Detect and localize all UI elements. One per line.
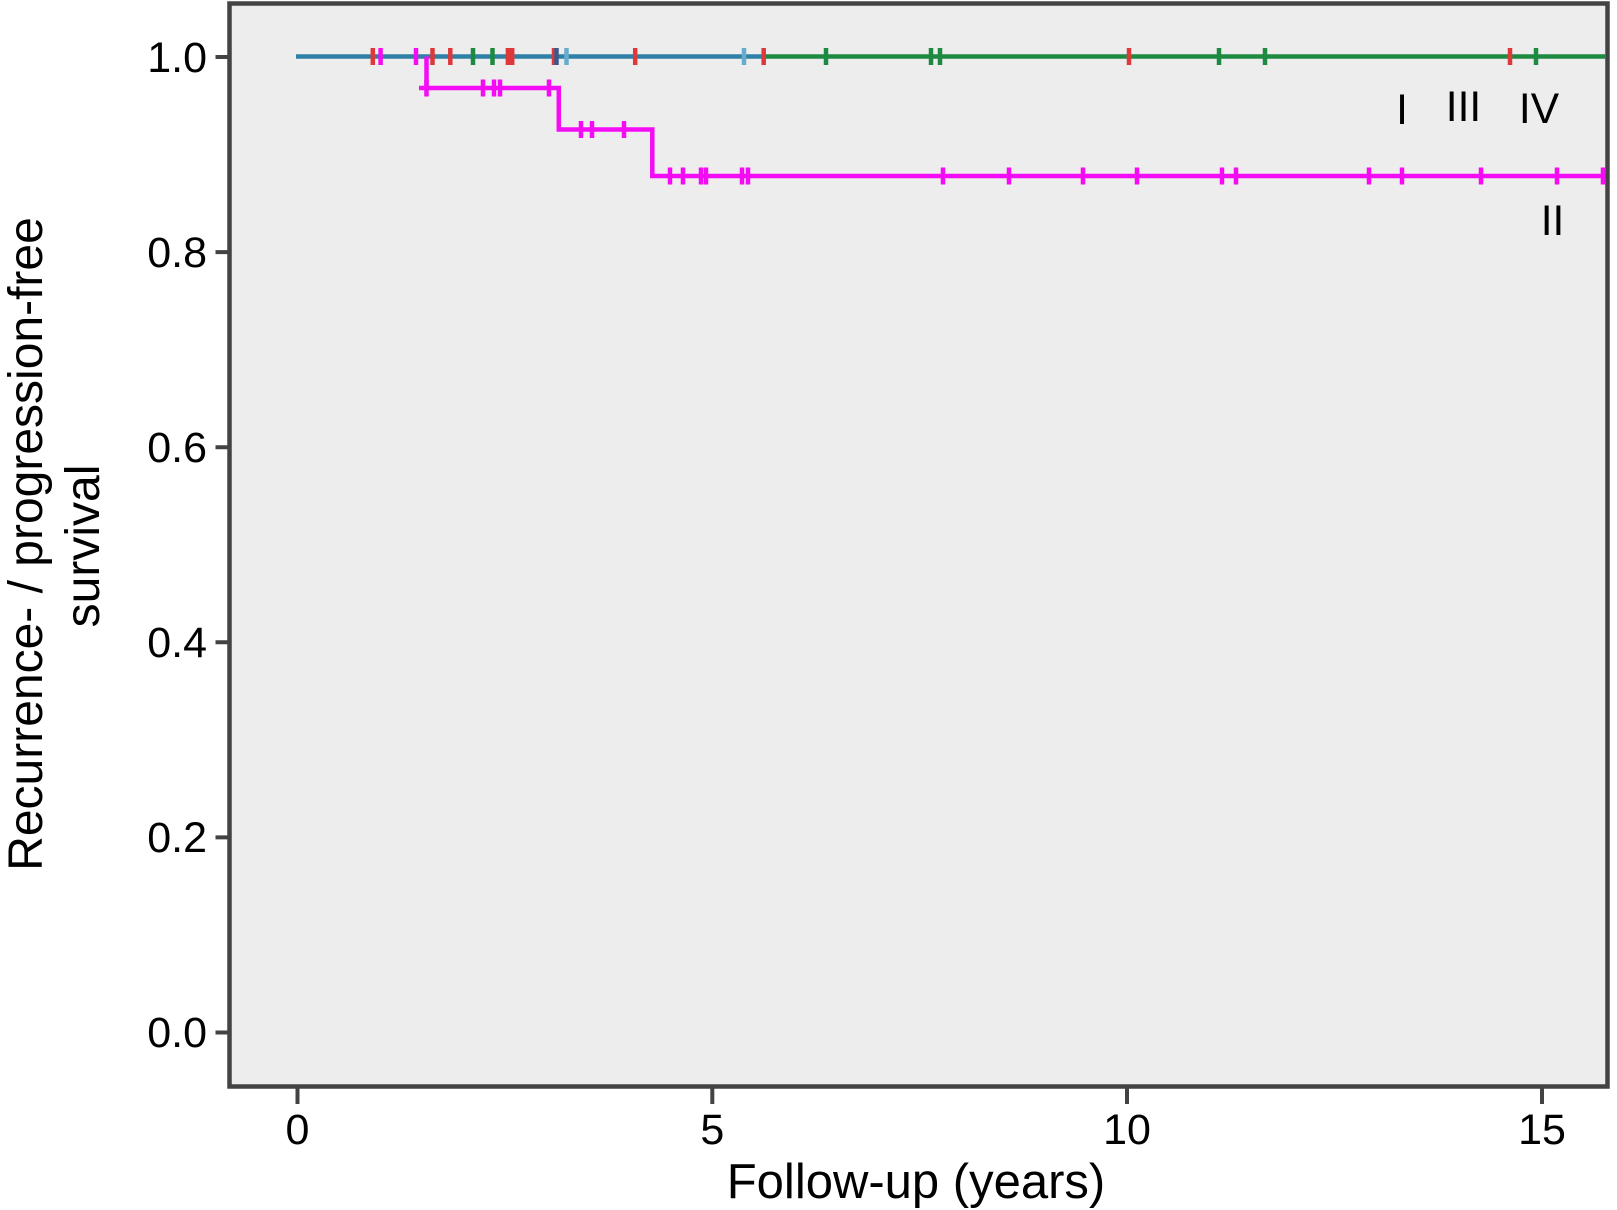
- svg-text:Follow-up (years): Follow-up (years): [727, 1155, 1105, 1209]
- svg-text:III: III: [1446, 84, 1481, 131]
- svg-text:15: 15: [1518, 1106, 1566, 1154]
- svg-text:0.8: 0.8: [147, 229, 207, 277]
- svg-text:0.2: 0.2: [147, 814, 207, 862]
- svg-text:5: 5: [700, 1106, 724, 1154]
- svg-text:10: 10: [1103, 1106, 1151, 1154]
- svg-text:0.6: 0.6: [147, 424, 207, 472]
- svg-text:IV: IV: [1519, 86, 1560, 133]
- svg-text:0: 0: [286, 1106, 310, 1154]
- svg-text:I: I: [1396, 87, 1408, 134]
- svg-text:0.4: 0.4: [147, 619, 207, 667]
- svg-text:II: II: [1541, 198, 1565, 245]
- svg-text:0.0: 0.0: [147, 1009, 207, 1057]
- svg-text:1.0: 1.0: [147, 34, 207, 82]
- svg-text:Recurrence- / progression-free: Recurrence- / progression-free: [0, 217, 53, 871]
- svg-text:survival: survival: [57, 465, 110, 628]
